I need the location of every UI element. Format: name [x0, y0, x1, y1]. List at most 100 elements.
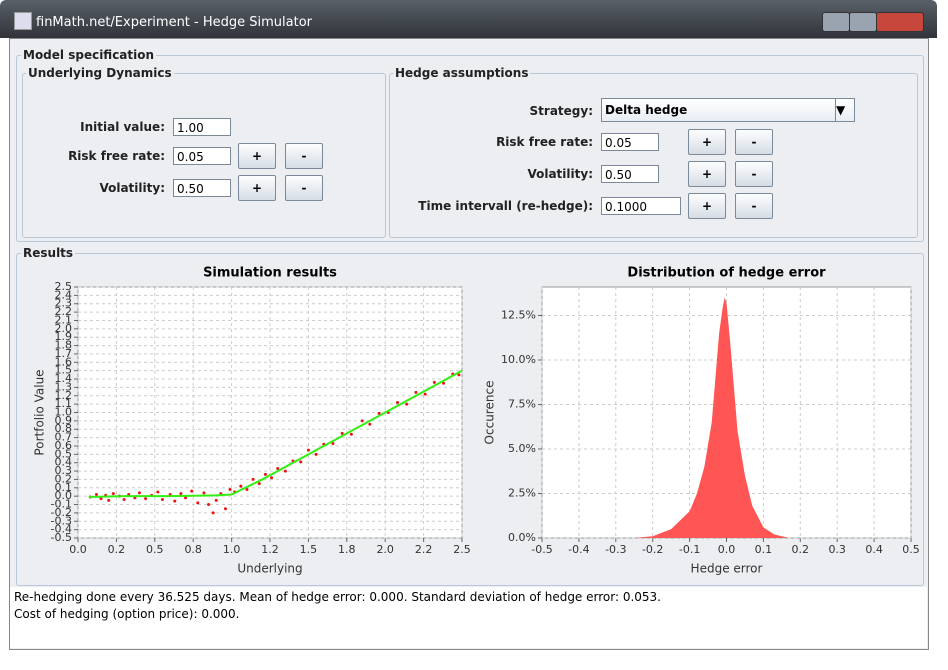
- point: [160, 498, 164, 502]
- point: [239, 484, 243, 488]
- field-label: Risk free rate:: [496, 135, 593, 149]
- y-axis-label: Occurence: [483, 381, 497, 445]
- y-tick-label: 0.2: [55, 472, 73, 485]
- y-tick-label: 0.4: [55, 456, 73, 469]
- point: [442, 381, 446, 385]
- y-tick-label: 2.2: [55, 305, 73, 318]
- point: [173, 499, 177, 503]
- hedge-group: [389, 73, 918, 238]
- y-tick-label: 1.5: [55, 364, 73, 377]
- y-tick-label: 2.5: [55, 280, 73, 293]
- y-tick-label: 0.5: [55, 447, 73, 460]
- y-tick-label: 1.1: [55, 397, 73, 410]
- x-tick-label: 0.8: [184, 543, 202, 556]
- group-title: Hedge assumptions: [393, 66, 531, 80]
- y-tick-label: 1.6: [55, 355, 73, 368]
- y-tick-label: 1.7: [55, 347, 73, 360]
- area: [634, 297, 790, 538]
- text-input[interactable]: 0.50: [601, 165, 659, 183]
- x-tick-label: -0.2: [642, 543, 663, 556]
- x-tick-label: 0.3: [828, 543, 846, 556]
- x-tick-label: 0.0: [718, 543, 736, 556]
- point: [263, 472, 267, 476]
- text-input[interactable]: 0.05: [601, 133, 659, 151]
- step-button[interactable]: +: [688, 161, 726, 187]
- y-tick-label: -0.3: [51, 514, 72, 527]
- point: [414, 390, 418, 394]
- y-tick-label: 0.9: [55, 414, 73, 427]
- field-label: Volatility:: [527, 167, 593, 181]
- underlying-group: [22, 73, 386, 238]
- y-tick-label: 10.0%: [501, 353, 536, 366]
- point: [377, 411, 381, 415]
- y-tick-label: 1.9: [55, 330, 73, 343]
- status-area: [10, 587, 927, 648]
- x-tick-label: 0.2: [792, 543, 810, 556]
- point: [179, 492, 183, 496]
- point: [214, 498, 218, 502]
- point: [270, 476, 274, 480]
- text-input[interactable]: 0.1000: [601, 197, 681, 215]
- y-tick-label: 2.1: [55, 313, 73, 326]
- step-button[interactable]: -: [735, 193, 773, 219]
- x-tick-label: 2.5: [453, 543, 471, 556]
- text-input[interactable]: 0.50: [173, 179, 231, 197]
- point: [99, 497, 103, 501]
- y-tick-label: -0.1: [51, 498, 72, 511]
- x-tick-label: 0.1: [755, 543, 773, 556]
- group-title: Model specification: [21, 48, 157, 62]
- app-icon: [14, 12, 32, 30]
- y-tick-label: -0.2: [51, 506, 72, 519]
- status-line: Cost of hedging (option price): 0.000.: [14, 607, 240, 621]
- step-button[interactable]: -: [285, 143, 323, 169]
- point: [457, 373, 461, 377]
- y-tick-label: -0.4: [51, 523, 72, 536]
- point: [349, 432, 353, 436]
- point: [276, 467, 280, 471]
- step-button[interactable]: +: [688, 129, 726, 155]
- results-group: [16, 253, 924, 586]
- y-tick-label: 0.0%: [508, 531, 536, 544]
- model-group: [16, 55, 924, 242]
- point: [432, 380, 436, 384]
- status-line: Re-hedging done every 36.525 days. Mean …: [14, 590, 661, 604]
- point: [211, 511, 215, 515]
- point: [423, 392, 427, 396]
- text-input[interactable]: 1.00: [173, 118, 231, 136]
- point: [228, 487, 232, 491]
- step-button[interactable]: -: [735, 161, 773, 187]
- y-tick-label: 0.1: [55, 481, 73, 494]
- field-label: Strategy:: [529, 104, 593, 118]
- field-label: Risk free rate:: [68, 149, 165, 163]
- window-title: finMath.net/Experiment - Hedge Simulator: [36, 15, 313, 30]
- y-tick-label: 1.8: [55, 339, 73, 352]
- dropdown-arrow[interactable]: ▼: [835, 99, 854, 121]
- y-tick-label: 1.4: [55, 372, 73, 385]
- point: [314, 452, 318, 456]
- step-button[interactable]: +: [238, 175, 276, 201]
- field-label: Time intervall (re-hedge):: [418, 199, 593, 213]
- text-input[interactable]: 0.05: [173, 147, 231, 165]
- strategy-select[interactable]: Delta hedge ▼: [601, 98, 855, 122]
- step-button[interactable]: +: [688, 193, 726, 219]
- y-tick-label: 0.3: [55, 464, 73, 477]
- group-title: Underlying Dynamics: [26, 66, 174, 80]
- step-button[interactable]: -: [285, 175, 323, 201]
- x-tick-label: 0.5: [146, 543, 164, 556]
- point: [368, 422, 372, 426]
- x-tick-label: 2.2: [415, 543, 433, 556]
- point: [202, 491, 206, 495]
- step-button[interactable]: -: [735, 129, 773, 155]
- close-button[interactable]: [876, 12, 924, 32]
- field-label: Volatility:: [99, 181, 165, 195]
- y-tick-label: 2.0: [55, 322, 73, 335]
- point: [251, 477, 255, 481]
- y-tick-label: 0.0: [55, 489, 73, 502]
- point: [257, 482, 261, 486]
- y-tick-label: 2.5%: [508, 486, 536, 499]
- title-bar: [0, 0, 937, 38]
- line: [88, 369, 463, 499]
- step-button[interactable]: +: [238, 143, 276, 169]
- y-tick-label: 7.5%: [508, 397, 536, 410]
